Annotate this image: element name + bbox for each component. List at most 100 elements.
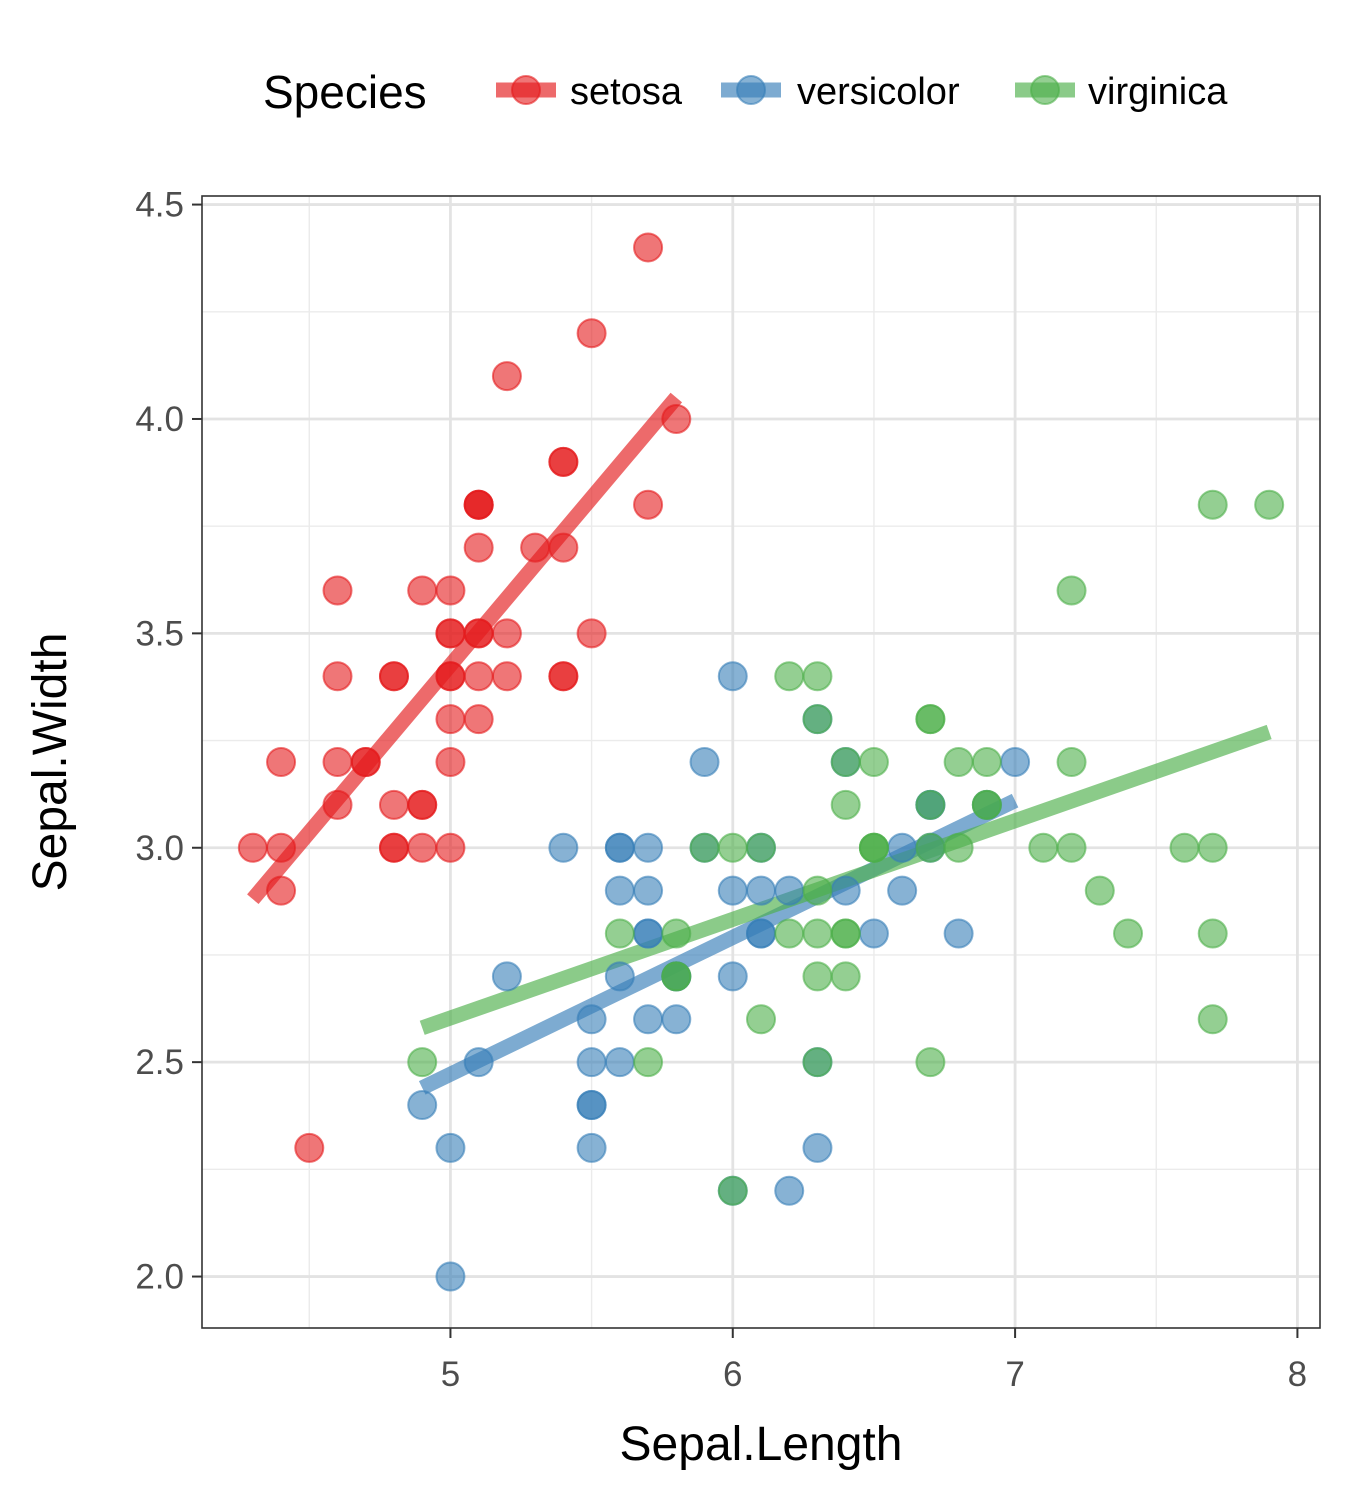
data-point-virginica: [915, 789, 946, 820]
data-point-setosa: [435, 747, 466, 777]
data-point-setosa: [463, 532, 494, 563]
legend: Species setosa versicolor virginica: [263, 66, 1228, 118]
data-point-setosa: [491, 661, 522, 692]
data-point-virginica: [1197, 832, 1228, 863]
data-point-versicolor: [604, 1047, 635, 1078]
data-point-virginica: [830, 918, 861, 949]
y-tick-label: 2.5: [135, 1043, 184, 1082]
data-point-virginica: [1056, 832, 1087, 863]
data-point-versicolor: [463, 1047, 494, 1078]
data-point-setosa: [435, 575, 466, 606]
legend-label-setosa: setosa: [570, 71, 683, 113]
data-point-virginica: [915, 704, 946, 735]
data-point-setosa: [350, 747, 381, 777]
trend-line-setosa: [247, 392, 683, 905]
data-point-versicolor: [407, 1090, 438, 1121]
data-point-setosa: [548, 532, 579, 563]
data-point-setosa: [520, 532, 551, 563]
data-point-virginica: [746, 832, 776, 863]
data-point-virginica: [830, 789, 861, 820]
data-point-virginica: [943, 832, 974, 863]
y-tick-label: 3.0: [135, 829, 184, 868]
data-point-virginica: [746, 1004, 776, 1035]
legend-key-dot-versicolor: [736, 75, 766, 105]
legend-label-virginica: virginica: [1088, 71, 1228, 113]
data-point-setosa: [463, 704, 494, 735]
data-point-setosa: [407, 789, 438, 820]
data-point-versicolor: [435, 1132, 466, 1163]
data-point-versicolor: [633, 918, 664, 949]
data-point-setosa: [378, 789, 409, 820]
data-point-setosa: [463, 618, 494, 649]
data-point-virginica: [802, 875, 833, 906]
data-point-setosa: [266, 747, 297, 777]
data-point-versicolor: [548, 832, 579, 863]
data-point-setosa: [407, 575, 438, 606]
data-point-virginica: [633, 1047, 664, 1078]
data-point-versicolor: [576, 1132, 607, 1163]
data-point-versicolor: [774, 875, 805, 906]
data-point-versicolor: [717, 961, 748, 992]
legend-key-dot-setosa: [511, 75, 541, 105]
data-point-virginica: [1197, 1004, 1228, 1035]
data-point-setosa: [378, 832, 409, 863]
y-tick-label: 4.5: [135, 186, 184, 225]
data-point-setosa: [322, 661, 353, 692]
y-axis: 2.0 2.5 3.0 3.5 4.0 4.5: [135, 186, 202, 1297]
data-point-virginica: [971, 789, 1002, 820]
data-point-versicolor: [604, 961, 635, 992]
data-point-versicolor: [661, 1004, 692, 1035]
points-layer: [237, 232, 1285, 1292]
data-point-setosa: [322, 789, 353, 820]
data-point-setosa: [633, 232, 664, 263]
legend-title: Species: [263, 66, 427, 118]
data-point-setosa: [435, 661, 466, 692]
data-point-versicolor: [746, 918, 776, 949]
data-point-virginica: [943, 747, 974, 777]
data-point-versicolor: [491, 961, 522, 992]
data-point-setosa: [435, 832, 466, 863]
data-point-virginica: [802, 918, 833, 949]
data-point-virginica: [774, 661, 805, 692]
data-point-setosa: [322, 575, 353, 606]
data-point-virginica: [971, 747, 1002, 777]
data-point-versicolor: [858, 918, 889, 949]
data-point-versicolor: [633, 1004, 664, 1035]
data-point-setosa: [378, 661, 409, 692]
x-axis-title: Sepal.Length: [620, 1418, 903, 1471]
data-point-virginica: [802, 1047, 833, 1078]
data-point-virginica: [1254, 489, 1285, 520]
y-tick-label: 3.5: [135, 614, 184, 653]
data-point-versicolor: [604, 875, 635, 906]
data-point-setosa: [435, 618, 466, 649]
x-axis: 5 6 7 8: [441, 1328, 1307, 1394]
data-point-versicolor: [830, 875, 861, 906]
data-point-setosa: [266, 875, 297, 906]
data-point-setosa: [294, 1132, 325, 1163]
data-point-virginica: [1028, 832, 1059, 863]
data-point-virginica: [1197, 918, 1228, 949]
data-point-setosa: [407, 832, 438, 863]
legend-key-dot-virginica: [1030, 75, 1060, 105]
data-point-versicolor: [435, 1261, 466, 1292]
y-tick-label: 2.0: [135, 1258, 184, 1297]
data-point-setosa: [491, 618, 522, 649]
data-point-virginica: [830, 961, 861, 992]
data-point-setosa: [237, 832, 268, 863]
data-point-versicolor: [633, 832, 664, 863]
data-point-versicolor: [887, 875, 918, 906]
data-point-setosa: [491, 361, 522, 392]
data-point-versicolor: [717, 661, 748, 692]
data-point-virginica: [802, 704, 833, 735]
data-point-virginica: [1169, 832, 1200, 863]
data-point-virginica: [407, 1047, 438, 1078]
data-point-virginica: [717, 1175, 748, 1206]
y-tick-label: 4.0: [135, 400, 184, 439]
data-point-versicolor: [774, 1175, 805, 1206]
data-point-setosa: [576, 318, 607, 349]
data-point-setosa: [463, 661, 494, 692]
data-point-virginica: [858, 832, 889, 863]
data-point-setosa: [463, 489, 494, 520]
x-tick-label: 6: [723, 1355, 742, 1394]
